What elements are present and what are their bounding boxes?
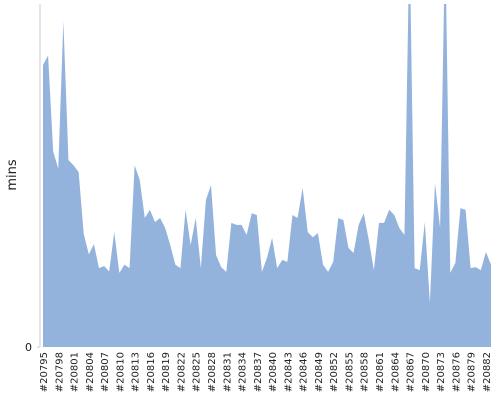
x-tick-label: #20882: [482, 352, 493, 392]
x-tick-label: #20843: [283, 352, 294, 392]
x-tick-label: #20867: [406, 352, 417, 392]
x-tick-label: #20813: [131, 352, 142, 392]
x-tick-label: #20870: [421, 352, 432, 392]
x-tick-label: #20846: [299, 352, 310, 392]
y-tick-label: 0: [25, 341, 32, 354]
x-tick-label: #20825: [192, 352, 203, 392]
x-tick-label: #20801: [70, 352, 81, 392]
x-tick-label: #20873: [436, 352, 447, 392]
x-tick-label: #20861: [375, 352, 386, 392]
x-tick-label: #20837: [253, 352, 264, 392]
x-tick-label: #20828: [207, 352, 218, 392]
y-axis-label: mins: [5, 159, 20, 191]
x-tick-label: #20855: [344, 352, 355, 392]
x-tick-label: #20804: [85, 352, 96, 392]
x-tick-label: #20858: [360, 352, 371, 392]
x-tick-label: #20864: [390, 352, 401, 392]
x-tick-label: #20795: [39, 352, 50, 392]
x-tick-label: #20831: [222, 352, 233, 392]
x-tick-label: #20807: [100, 352, 111, 392]
area: [43, 4, 491, 347]
x-tick-label: #20834: [238, 352, 249, 392]
x-tick-label: #20798: [54, 352, 65, 392]
x-tick-label: #20852: [329, 352, 340, 392]
x-tick-label: #20879: [467, 352, 478, 392]
x-tick-label: #20822: [176, 352, 187, 392]
x-tick-label: #20876: [451, 352, 462, 392]
x-tick-label: #20840: [268, 352, 279, 392]
x-tick-label: #20819: [161, 352, 172, 392]
x-tick-label: #20810: [115, 352, 126, 392]
x-tick-label: #20849: [314, 352, 325, 392]
x-tick-label: #20816: [146, 352, 157, 392]
